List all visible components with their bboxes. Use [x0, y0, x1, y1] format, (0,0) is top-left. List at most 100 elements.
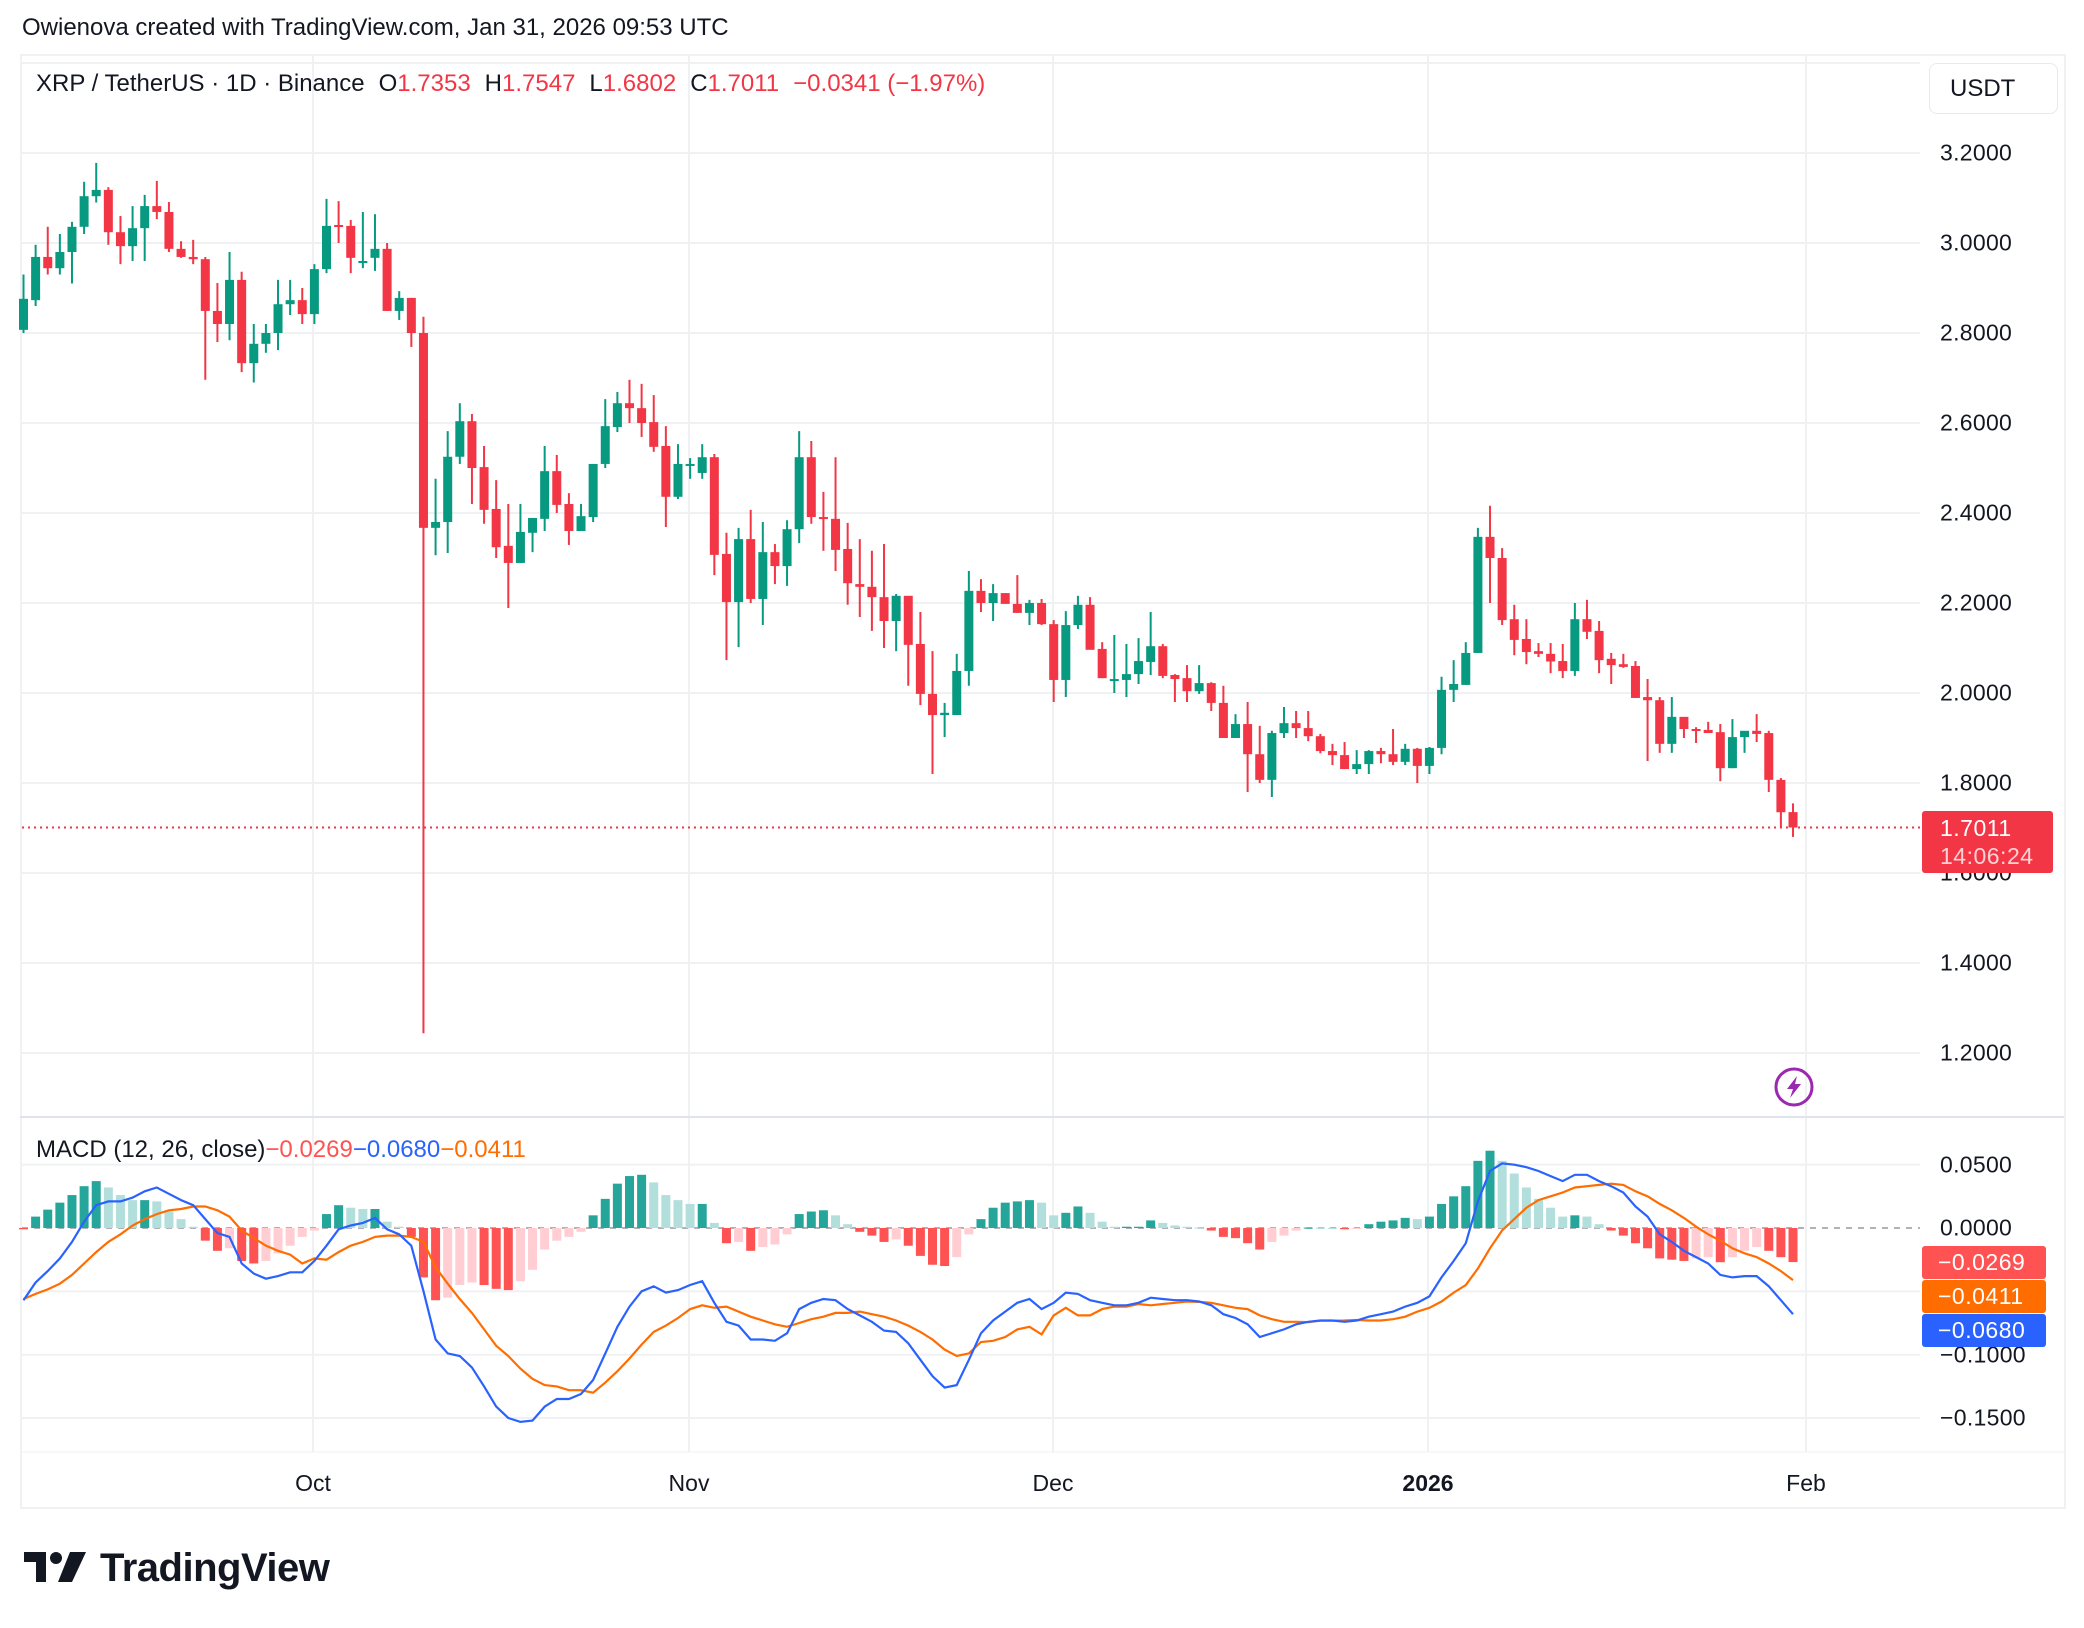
macd-histogram-bar [1388, 1220, 1398, 1228]
candle-body [734, 539, 744, 603]
candle-body [285, 300, 295, 305]
high-label: H [484, 70, 503, 97]
price-axis-label: 2.6000 [1940, 409, 2013, 436]
macd-histogram-bar [1243, 1228, 1253, 1244]
candle-body [479, 467, 489, 510]
macd-histogram-bar [1740, 1228, 1750, 1251]
price-axis-label: 1.4000 [1940, 949, 2013, 976]
macd-histogram-bar [528, 1228, 538, 1270]
macd-histogram-bar [1085, 1212, 1095, 1228]
macd-histogram-bar [1594, 1224, 1604, 1228]
candle-body [1752, 730, 1762, 734]
currency-button[interactable]: USDT [1929, 63, 2058, 114]
open-value: 1.7353 [397, 70, 471, 97]
candle-body [1412, 748, 1422, 766]
candle-body [1291, 723, 1301, 729]
macd-hist-value: −0.0269 [265, 1136, 353, 1163]
candle-body [1121, 674, 1131, 680]
macd-histogram-bar [1788, 1228, 1798, 1263]
macd-histogram-bar [1109, 1226, 1119, 1228]
symbol-title[interactable]: XRP / TetherUS · 1D · Binance [36, 70, 365, 97]
macd-histogram-bar [1449, 1196, 1459, 1228]
candle-body [1630, 666, 1640, 698]
candle-body [31, 256, 41, 301]
macd-histogram-bar [746, 1228, 756, 1251]
macd-histogram-bar [976, 1219, 986, 1228]
candle-body [346, 225, 356, 258]
macd-histogram-bar [1097, 1221, 1107, 1228]
macd-histogram-bar [1231, 1228, 1240, 1239]
candle-body [1146, 646, 1156, 662]
macd-histogram-bar [964, 1228, 974, 1235]
candle-body [1255, 754, 1265, 780]
macd-histogram-bar [1024, 1200, 1034, 1228]
candle-body [661, 445, 671, 497]
candle-body [685, 463, 695, 466]
price-axis-label: 2.2000 [1940, 589, 2013, 616]
candle-body [334, 225, 344, 227]
macd-histogram-bar [1691, 1228, 1701, 1259]
macd-histogram-bar [55, 1202, 65, 1228]
candle-body [528, 517, 538, 533]
candle-body [1437, 689, 1447, 748]
candle-body [1279, 723, 1289, 734]
candle-body [1740, 730, 1750, 738]
candle-body [721, 553, 731, 603]
macd-histogram-bar [891, 1228, 901, 1240]
time-axis-label: Dec [1032, 1470, 1074, 1496]
price-axis-label: 1.2000 [1940, 1039, 2013, 1066]
change-value: −0.0341 (−1.97%) [793, 70, 986, 97]
candle-body [382, 248, 392, 311]
candle-body [1679, 716, 1689, 729]
candle-body [503, 545, 513, 563]
macd-histogram-bar [418, 1228, 428, 1278]
macd-histogram-bar [600, 1198, 610, 1228]
candle-body [1606, 658, 1616, 666]
candle-body [1340, 755, 1350, 770]
tradingview-logo-text: TradingView [100, 1545, 330, 1590]
candle-body [443, 456, 453, 522]
candle-body [806, 457, 816, 518]
candle-body [794, 457, 804, 530]
macd-histogram-bar [1000, 1202, 1010, 1228]
candle-body [952, 670, 962, 716]
macd-histogram-bar [1255, 1228, 1265, 1250]
macd-histogram-bar [273, 1228, 283, 1254]
macd-line [22, 1162, 1794, 1424]
candle-body [1582, 619, 1592, 632]
current-price: 1.7011 [1940, 815, 2012, 841]
macd-histogram-bar [612, 1183, 622, 1228]
candle-body [1424, 747, 1434, 766]
macd-histogram-bar [43, 1209, 53, 1228]
time-axis-label: Oct [295, 1470, 331, 1496]
candle-body [1315, 736, 1325, 752]
close-label: C [690, 70, 708, 97]
macd-histogram-bar [1291, 1228, 1301, 1231]
macd-histogram-bar [297, 1228, 307, 1237]
candle-body [637, 408, 647, 423]
macd-histogram-bar [1364, 1224, 1374, 1228]
macd-histogram-bar [1764, 1228, 1774, 1251]
macd-histogram-bar [625, 1176, 634, 1228]
lightning-alert-icon[interactable] [1774, 1067, 1814, 1107]
macd-histogram-bar [1679, 1228, 1689, 1261]
macd-histogram-bar [1158, 1222, 1168, 1228]
candle-body [588, 463, 598, 518]
macd-histogram-bar [988, 1207, 998, 1228]
candle-body [782, 529, 792, 567]
macd-histogram-bar [212, 1228, 222, 1251]
candle-body [1194, 683, 1204, 692]
chart-frame [20, 54, 2066, 1509]
candle-body [625, 403, 634, 409]
candle-body [491, 508, 501, 548]
candle-body [1352, 764, 1362, 770]
tradingview-logo[interactable]: TradingView [24, 1545, 330, 1590]
macd-histogram-bar [1776, 1228, 1786, 1258]
candle-body [1206, 683, 1216, 703]
candle-body [200, 259, 210, 311]
macd-histogram-bar [806, 1211, 816, 1228]
macd-histogram-bar [1170, 1225, 1180, 1228]
candle-body [212, 310, 222, 324]
macd-title[interactable]: MACD (12, 26, close) [36, 1136, 266, 1163]
